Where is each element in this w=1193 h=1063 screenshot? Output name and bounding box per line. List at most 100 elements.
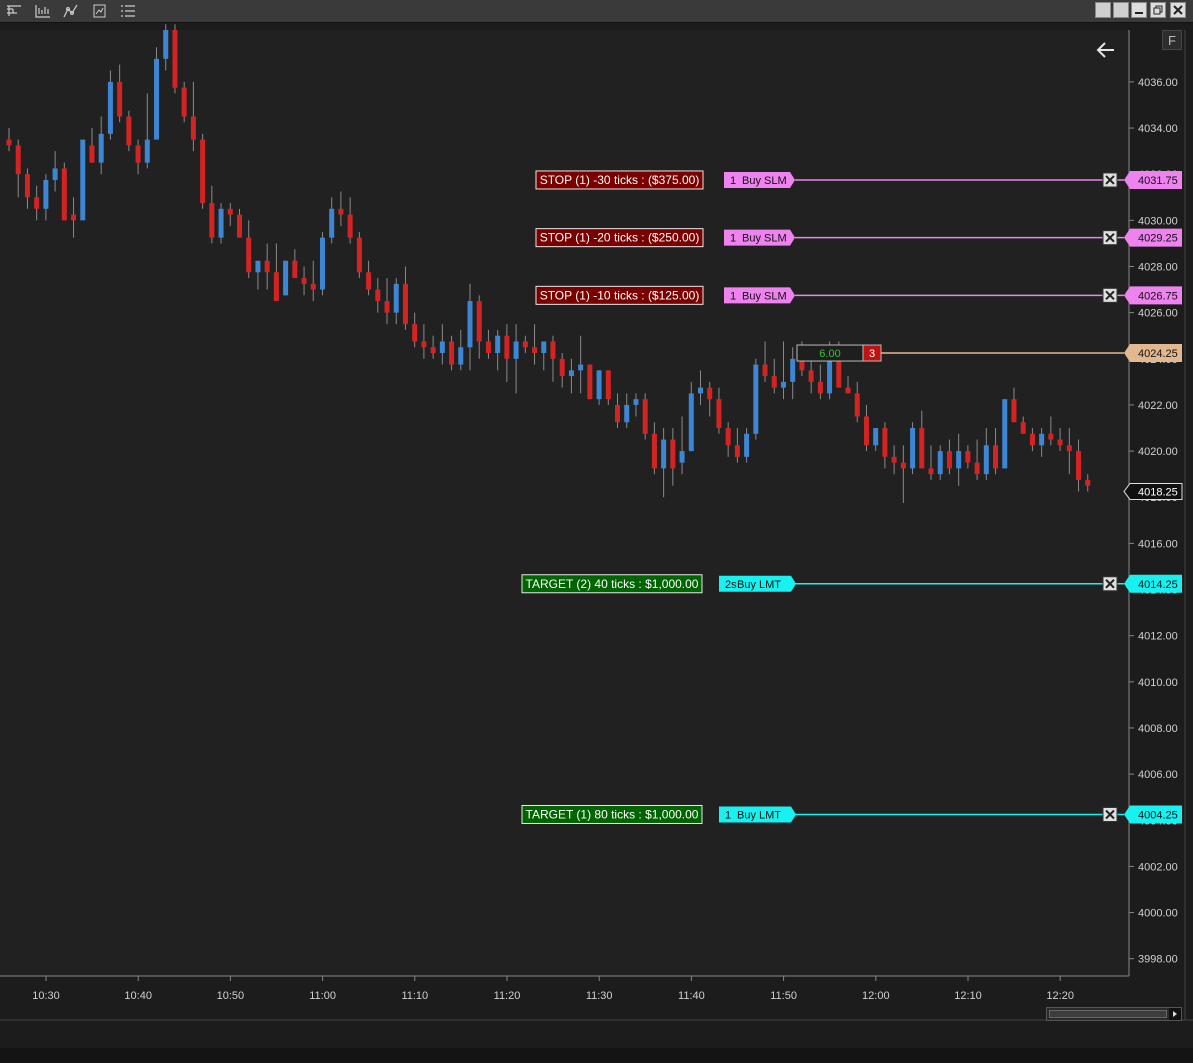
candle-body bbox=[946, 451, 952, 469]
order-pnl-label: TARGET (1) 80 ticks : $1,000.00 bbox=[526, 807, 699, 821]
blank-button-2[interactable] bbox=[1113, 2, 1129, 18]
order-type-tag[interactable] bbox=[719, 575, 796, 592]
candle-body bbox=[983, 445, 989, 475]
x-tick-label: 10:40 bbox=[124, 990, 152, 1002]
x-tick-label: 11:00 bbox=[309, 990, 336, 1002]
candle-body bbox=[347, 214, 353, 238]
candle-body bbox=[98, 133, 104, 163]
restore-button[interactable] bbox=[1150, 2, 1166, 18]
y-tick-label: 4002.00 bbox=[1138, 861, 1178, 873]
y-tick-label: 3998.00 bbox=[1138, 954, 1178, 966]
position-quantity-box[interactable] bbox=[862, 344, 882, 362]
price-tag bbox=[1124, 286, 1182, 305]
candle-body bbox=[246, 237, 252, 273]
candle-body bbox=[476, 301, 482, 342]
horizontal-scrollbar[interactable] bbox=[1046, 1007, 1182, 1021]
candle-body bbox=[71, 214, 77, 221]
bar-type-icon[interactable] bbox=[4, 1, 24, 20]
order-pnl-label-box[interactable] bbox=[535, 170, 704, 190]
order-price-label: 4026.75 bbox=[1138, 290, 1178, 302]
candle-body bbox=[633, 399, 639, 405]
candle-body bbox=[34, 197, 40, 209]
candle-body bbox=[624, 404, 630, 423]
candle-body bbox=[780, 381, 786, 388]
scroll-right-arrow-icon[interactable] bbox=[1169, 1008, 1181, 1020]
candle-body bbox=[384, 301, 390, 313]
close-icon[interactable] bbox=[1105, 809, 1115, 820]
back-arrow-icon[interactable] bbox=[1094, 38, 1118, 62]
order-quantity: 1 bbox=[730, 175, 736, 187]
target-order-line[interactable]: TARGET (2) 40 ticks : $1,000.00 2s Buy LMT… bbox=[521, 574, 1182, 594]
order-type-tag[interactable] bbox=[724, 287, 795, 304]
y-tick-label: 4026.00 bbox=[1138, 308, 1178, 320]
target-order-line[interactable]: TARGET (1) 80 ticks : $1,000.00 1 Buy LMT 4… bbox=[521, 804, 1182, 824]
x-tick-label: 11:50 bbox=[770, 990, 797, 1002]
candle-body bbox=[218, 208, 224, 238]
candle-body bbox=[762, 364, 768, 377]
x-tick-label: 11:40 bbox=[678, 990, 705, 1002]
stop-order-line[interactable]: STOP (1) -10 ticks : ($125.00) 1 Buy SLM 40… bbox=[535, 285, 1182, 305]
candle-body bbox=[698, 387, 703, 394]
candle-body bbox=[310, 283, 316, 290]
x-tick-label: 12:00 bbox=[862, 990, 890, 1002]
order-pnl-label-box[interactable] bbox=[535, 285, 704, 305]
stop-order-line[interactable]: STOP (1) -20 ticks : ($250.00) 1 Buy SLM 40… bbox=[535, 228, 1182, 248]
candle-body bbox=[292, 260, 298, 279]
minimize-button[interactable] bbox=[1131, 2, 1147, 18]
candle-body bbox=[817, 381, 823, 394]
close-icon[interactable] bbox=[1105, 290, 1115, 301]
candle-body bbox=[974, 462, 980, 475]
order-type-tag[interactable] bbox=[724, 229, 795, 246]
candle-body bbox=[744, 433, 750, 457]
candle-body bbox=[753, 364, 759, 434]
candle-body bbox=[956, 451, 962, 469]
y-tick-label: 4028.00 bbox=[1138, 262, 1178, 274]
price-chart[interactable]: 3998.004000.004002.004004.004006.004008.… bbox=[0, 23, 1193, 1063]
candle-body bbox=[61, 168, 67, 221]
candle-body bbox=[504, 335, 510, 359]
position-line: 6.00 3 4024.25 bbox=[796, 344, 1182, 363]
scrollbar-thumb[interactable] bbox=[1049, 1010, 1167, 1018]
blank-button-1[interactable] bbox=[1095, 2, 1111, 18]
candle-body bbox=[679, 451, 685, 463]
order-pnl-label: TARGET (2) 40 ticks : $1,000.00 bbox=[526, 577, 699, 591]
stop-order-line[interactable]: STOP (1) -30 ticks : ($375.00) 1 Buy SLM 40… bbox=[535, 170, 1182, 190]
close-icon[interactable] bbox=[1105, 175, 1115, 185]
x-tick-label: 11:20 bbox=[494, 990, 521, 1002]
candle-body bbox=[790, 358, 796, 382]
candle-body bbox=[172, 30, 178, 88]
x-tick-label: 11:10 bbox=[401, 990, 428, 1002]
close-icon[interactable] bbox=[1105, 232, 1115, 243]
time-axis[interactable]: 10:30 10:40 10:50 11:00 11:10 11:20 11:30 11:40… bbox=[32, 976, 1074, 1002]
order-quantity: 1 bbox=[730, 290, 736, 302]
candle-body bbox=[891, 456, 897, 463]
order-pnl-label-box[interactable] bbox=[521, 804, 703, 824]
price-tag bbox=[1124, 228, 1182, 247]
candle-body bbox=[301, 278, 307, 284]
order-pnl-label-box[interactable] bbox=[521, 574, 703, 594]
close-button[interactable] bbox=[1170, 2, 1186, 18]
candle-body bbox=[587, 364, 593, 400]
candle-body bbox=[458, 347, 464, 365]
order-pnl-label-box[interactable] bbox=[535, 228, 704, 248]
candle-body bbox=[882, 428, 888, 457]
order-type-tag[interactable] bbox=[724, 171, 795, 188]
order-type-tag[interactable] bbox=[719, 806, 796, 823]
price-tag bbox=[1124, 170, 1182, 189]
candle-body bbox=[402, 283, 408, 325]
order-type-label: Buy SLM bbox=[742, 233, 787, 245]
indicators-icon[interactable] bbox=[33, 1, 53, 20]
candle-body bbox=[532, 347, 538, 354]
candle-body bbox=[89, 145, 95, 163]
properties-icon[interactable] bbox=[118, 1, 138, 20]
candle-body bbox=[863, 416, 869, 446]
candle-body bbox=[799, 358, 805, 371]
panel-f-button[interactable]: F bbox=[1162, 30, 1182, 50]
strategy-icon[interactable] bbox=[90, 1, 110, 20]
candle-body bbox=[1076, 451, 1082, 480]
candle-body bbox=[605, 370, 611, 400]
candle-body bbox=[900, 462, 906, 469]
drawing-tools-icon[interactable] bbox=[61, 1, 81, 20]
close-icon[interactable] bbox=[1105, 579, 1115, 589]
order-price-label: 4031.75 bbox=[1138, 175, 1178, 187]
